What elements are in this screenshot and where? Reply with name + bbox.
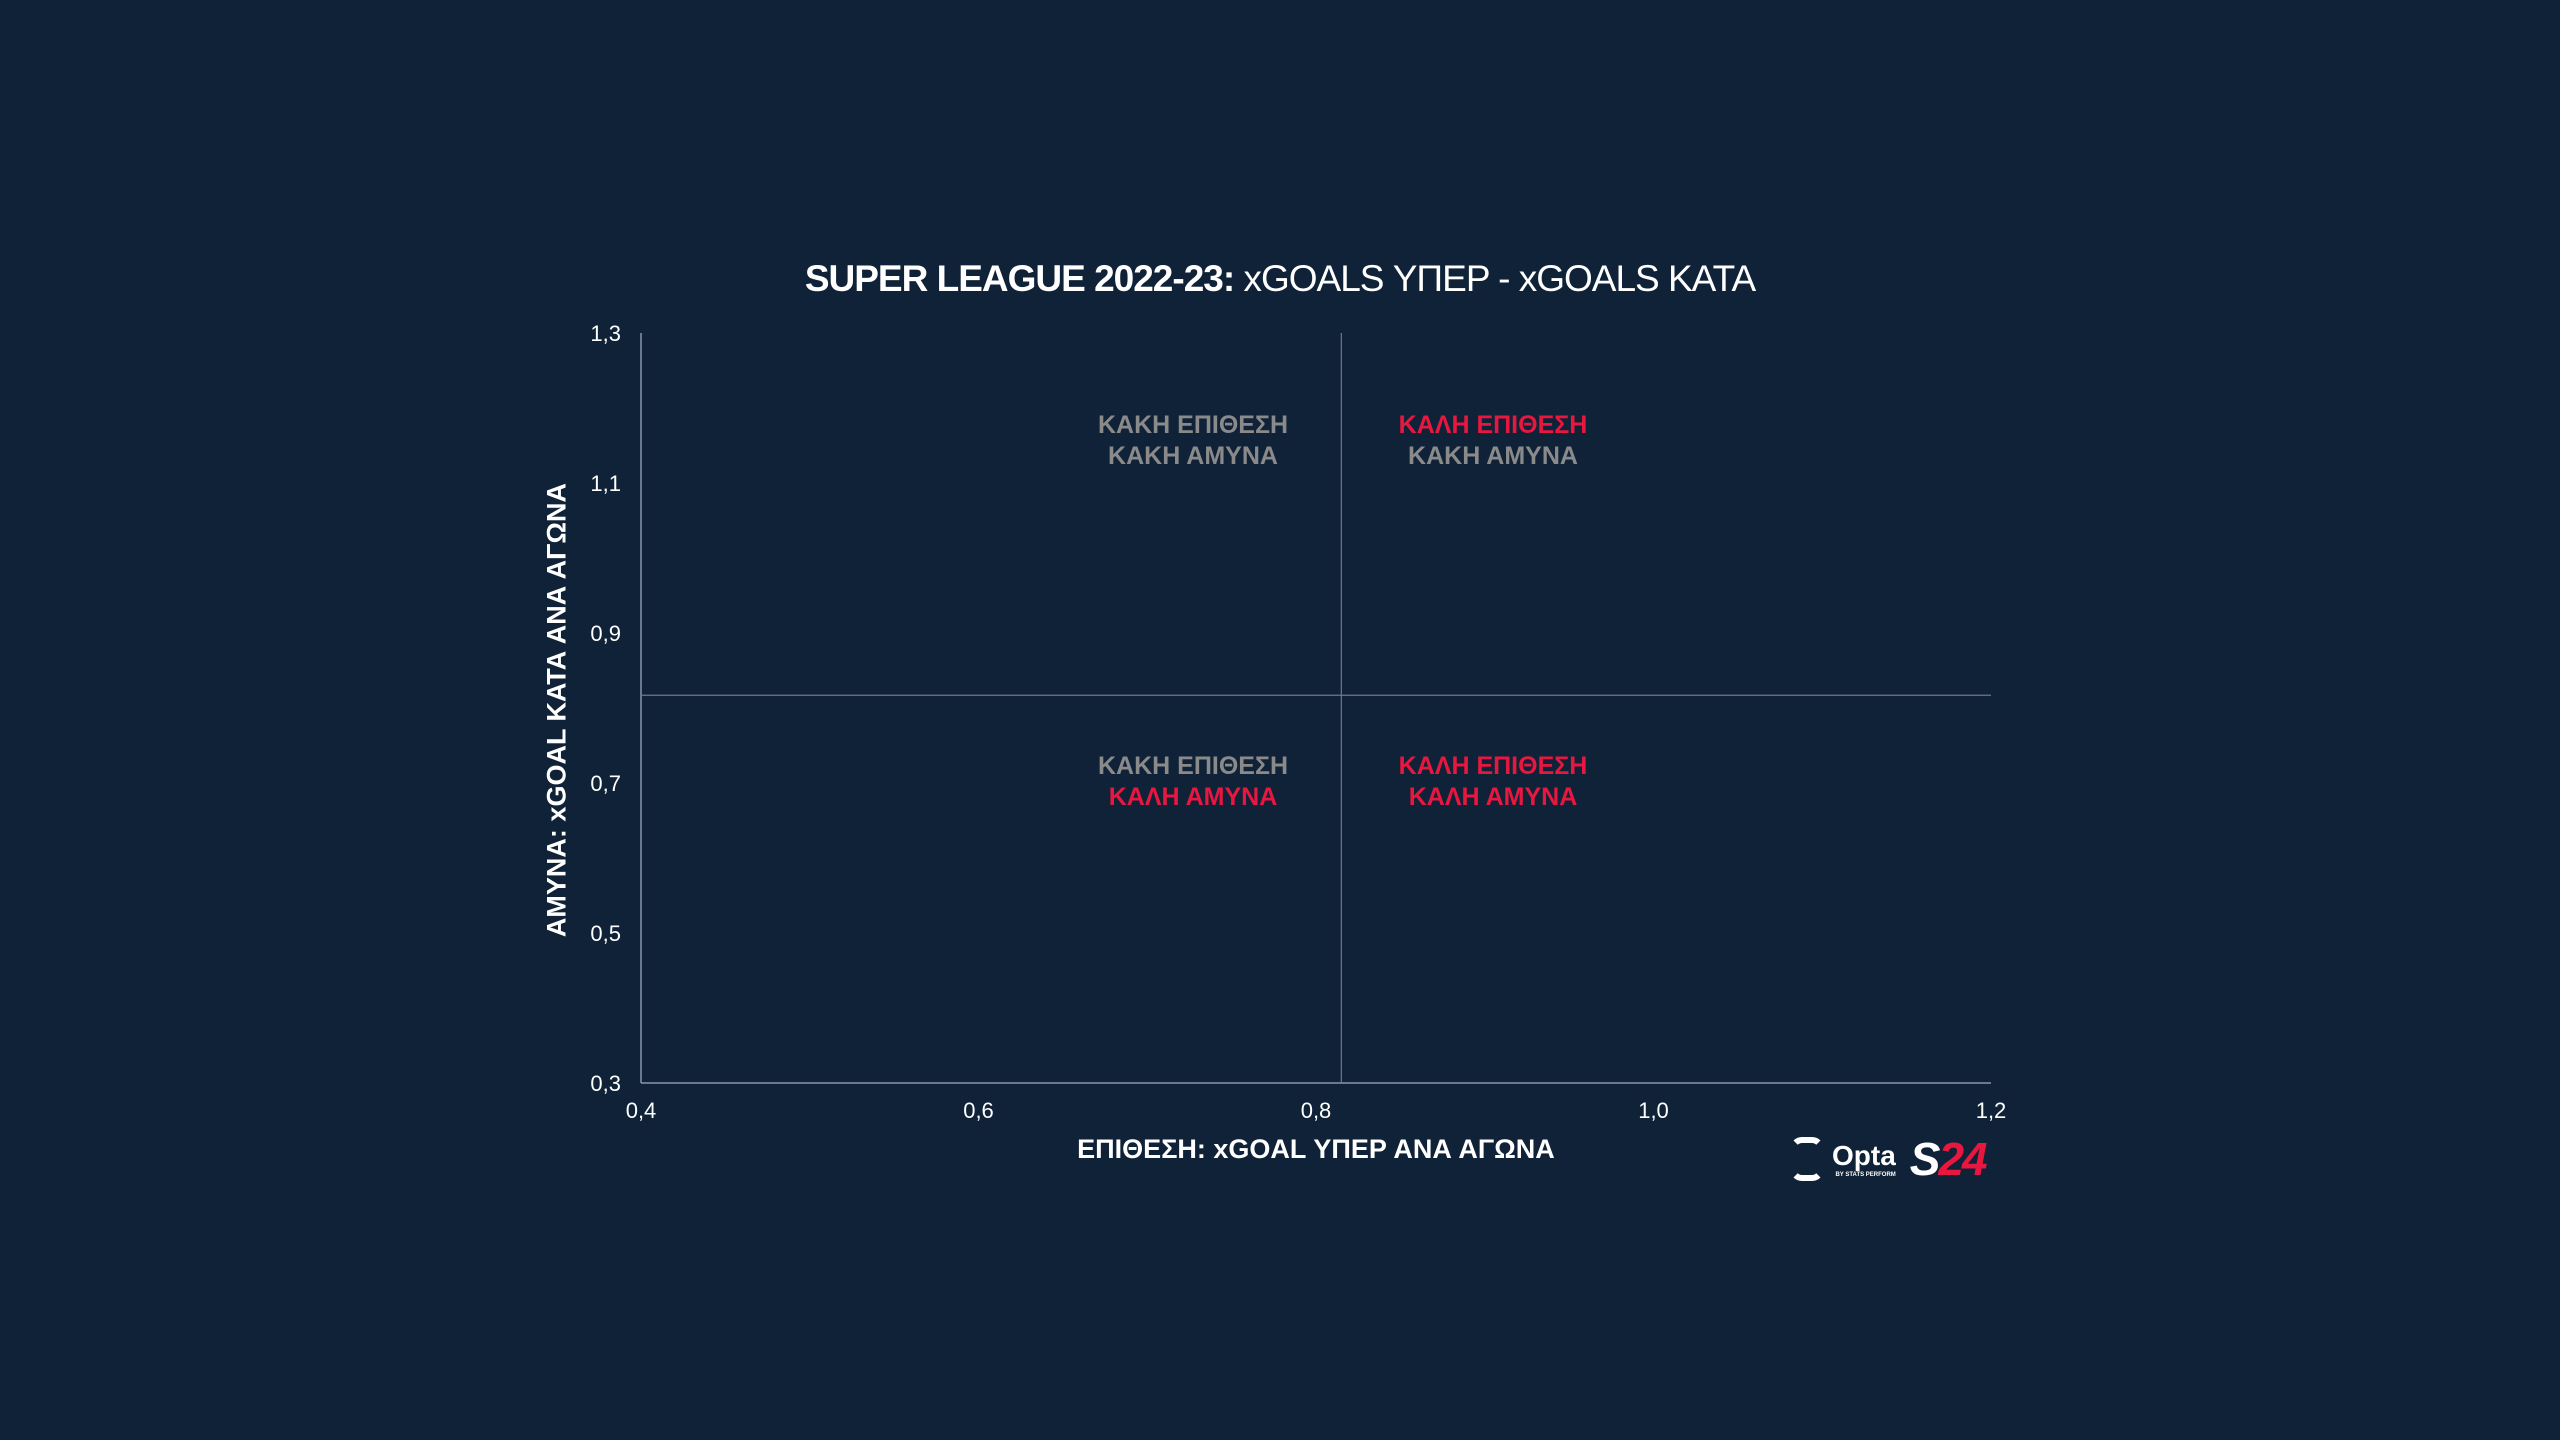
s24-logo: S24 [1909, 1132, 1988, 1186]
quadrant-label-top-right: ΚΑΚΗ ΑΜΥΝΑ [1408, 442, 1578, 470]
x-axis-label: ΕΠΙΘΕΣΗ: xGOAL ΥΠΕΡ ΑΝΑ ΑΓΩΝΑ [1077, 1134, 1555, 1164]
quadrant-label-bottom-left: ΚΑΚΗ ΕΠΙΘΕΣΗ [1098, 752, 1288, 780]
opta-ring-icon [1790, 1137, 1824, 1181]
opta-logo-subtext: BY STATS PERFORM [1835, 1172, 1896, 1178]
quadrant-label-bottom-left: ΚΑΛΗ ΑΜΥΝΑ [1109, 783, 1278, 811]
s24-logo-24: 24 [1938, 1133, 1987, 1185]
x-tick-label: 1,2 [1976, 1098, 2007, 1123]
y-tick-label: 1,1 [590, 471, 621, 496]
logos: Opta BY STATS PERFORM S24 [1790, 1132, 1988, 1186]
y-tick-label: 1,3 [590, 321, 621, 346]
y-tick-label: 0,7 [590, 771, 621, 796]
x-tick-label: 0,4 [626, 1098, 657, 1123]
quadrant-label-top-right: ΚΑΛΗ ΕΠΙΘΕΣΗ [1399, 411, 1588, 439]
s24-logo-s: S [1909, 1133, 1941, 1185]
chart-title-bold: SUPER LEAGUE 2022-23: [804, 258, 1235, 299]
x-tick-label: 1,0 [1638, 1098, 1669, 1123]
y-axis-label: ΑΜΥΝΑ: xGOAL ΚΑΤΑ ΑΝΑ ΑΓΩΝΑ [541, 482, 572, 938]
opta-logo-text: Opta [1832, 1140, 1896, 1171]
x-tick-label: 0,8 [1301, 1098, 1332, 1123]
quadrant-label-top-left: ΚΑΚΗ ΕΠΙΘΕΣΗ [1098, 411, 1288, 439]
y-tick-label: 0,5 [590, 921, 621, 946]
quadrant-label-bottom-right: ΚΑΛΗ ΕΠΙΘΕΣΗ [1399, 752, 1588, 780]
quadrant-label-bottom-right: ΚΑΛΗ ΑΜΥΝΑ [1409, 783, 1578, 811]
chart-title-rest: xGOALS ΥΠΕΡ - xGOALS ΚΑΤΑ [1234, 258, 1756, 299]
x-tick-label: 0,6 [963, 1098, 994, 1123]
opta-logo: Opta BY STATS PERFORM [1790, 1137, 1896, 1181]
chart-title: SUPER LEAGUE 2022-23: xGOALS ΥΠΕΡ - xGOA… [0, 258, 2560, 300]
quadrant-label-top-left: ΚΑΚΗ ΑΜΥΝΑ [1108, 442, 1278, 470]
y-tick-label: 0,9 [590, 621, 621, 646]
y-tick-label: 0,3 [590, 1071, 621, 1096]
